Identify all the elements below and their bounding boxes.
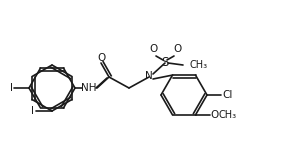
Text: O: O	[97, 53, 105, 63]
Text: Cl: Cl	[222, 90, 232, 100]
Text: CH₃: CH₃	[218, 110, 237, 120]
Text: O: O	[211, 110, 219, 120]
Text: I: I	[10, 83, 13, 93]
Text: NH: NH	[81, 83, 97, 93]
Text: CH₃: CH₃	[189, 60, 207, 70]
Text: S: S	[161, 55, 169, 68]
Text: I: I	[31, 106, 34, 116]
Text: O: O	[149, 44, 157, 54]
Text: N: N	[145, 71, 153, 81]
Text: O: O	[173, 44, 181, 54]
